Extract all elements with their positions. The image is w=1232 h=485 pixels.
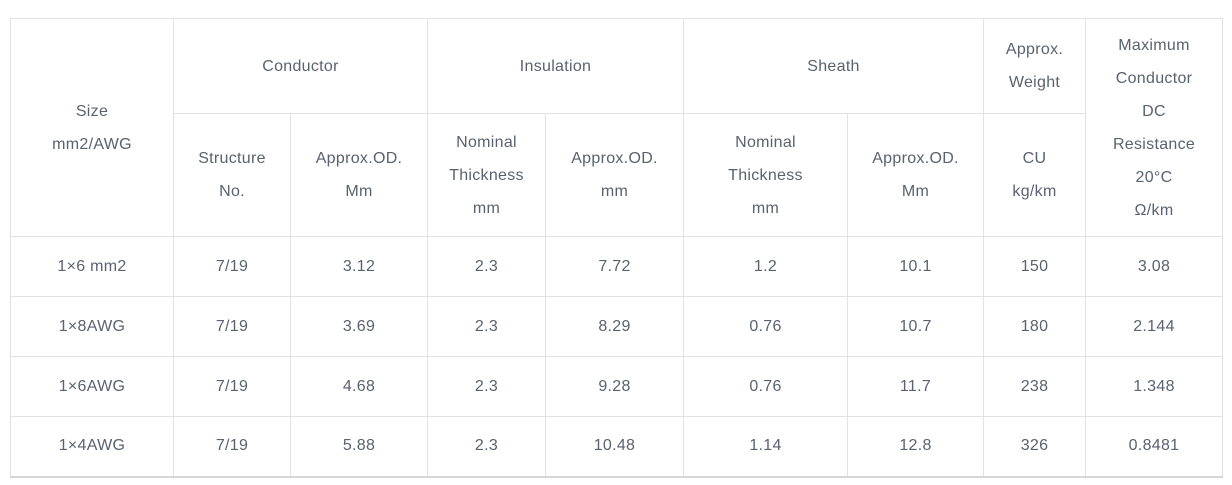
cell-sheath-od: 11.7 (846, 356, 985, 417)
header-sheath-thickness: Nominal Thickness mm (683, 113, 848, 237)
cell-dc-resistance: 2.144 (1085, 296, 1224, 357)
cell-insulation-od: 10.48 (545, 416, 684, 478)
cell-structure-no: 7/19 (173, 236, 291, 297)
header-cu-weight: CU kg/km (983, 113, 1087, 237)
cell-sheath-od: 10.1 (846, 236, 985, 297)
cell-sheath-thickness: 1.2 (683, 236, 848, 297)
cell-structure-no: 7/19 (173, 356, 291, 417)
header-approx-weight: Approx. Weight (983, 18, 1087, 114)
cell-cu-weight: 180 (983, 296, 1087, 357)
header-insulation-thickness: Nominal Thickness mm (427, 113, 546, 237)
cell-insulation-thickness: 2.3 (427, 296, 546, 357)
cell-dc-resistance: 1.348 (1085, 356, 1224, 417)
cell-cu-weight: 326 (983, 416, 1087, 478)
cell-dc-resistance: 0.8481 (1085, 416, 1224, 478)
header-conductor-group: Conductor (173, 18, 428, 114)
cell-insulation-od: 7.72 (545, 236, 684, 297)
cell-sheath-od: 10.7 (846, 296, 985, 357)
cell-conductor-od: 3.12 (290, 236, 428, 297)
table-body: 1×6 mm2 7/19 3.12 2.3 7.72 1.2 10.1 150 … (10, 236, 1224, 478)
cell-insulation-thickness: 2.3 (427, 236, 546, 297)
table-row: 1×6AWG 7/19 4.68 2.3 9.28 0.76 11.7 238 … (10, 356, 1224, 417)
cell-structure-no: 7/19 (173, 296, 291, 357)
cell-insulation-thickness: 2.3 (427, 356, 546, 417)
table-row: 1×6 mm2 7/19 3.12 2.3 7.72 1.2 10.1 150 … (10, 236, 1224, 297)
cell-cu-weight: 238 (983, 356, 1087, 417)
header-insulation-od: Approx.OD. mm (545, 113, 684, 237)
cell-dc-resistance: 3.08 (1085, 236, 1224, 297)
cell-sheath-thickness: 1.14 (683, 416, 848, 478)
cell-structure-no: 7/19 (173, 416, 291, 478)
header-structure-no: Structure No. (173, 113, 291, 237)
table-row: 1×8AWG 7/19 3.69 2.3 8.29 0.76 10.7 180 … (10, 296, 1224, 357)
cell-cu-weight: 150 (983, 236, 1087, 297)
cell-sheath-od: 12.8 (846, 416, 985, 478)
table-row: 1×4AWG 7/19 5.88 2.3 10.48 1.14 12.8 326… (10, 416, 1224, 478)
cell-size: 1×8AWG (10, 296, 174, 357)
cell-insulation-od: 8.29 (545, 296, 684, 357)
header-sub-row: Structure No. Approx.OD. Mm Nominal Thic… (11, 113, 1223, 237)
header-group-row: Size mm2/AWG Conductor Insulation Sheath… (10, 18, 1224, 237)
header-insulation-group: Insulation (427, 18, 684, 114)
header-sheath-group: Sheath (682, 18, 985, 114)
header-conductor-od: Approx.OD. Mm (290, 113, 428, 237)
table-header: Size mm2/AWG Conductor Insulation Sheath… (10, 18, 1224, 237)
cell-conductor-od: 5.88 (290, 416, 428, 478)
cell-conductor-od: 4.68 (290, 356, 428, 417)
cell-sheath-thickness: 0.76 (683, 356, 848, 417)
cell-size: 1×4AWG (10, 416, 174, 478)
cell-sheath-thickness: 0.76 (683, 296, 848, 357)
header-max-dc-resistance: Maximum Conductor DC Resistance 20°C Ω/k… (1085, 18, 1224, 237)
header-size: Size mm2/AWG (10, 18, 174, 237)
cable-spec-table: Size mm2/AWG Conductor Insulation Sheath… (10, 18, 1224, 478)
cell-insulation-od: 9.28 (545, 356, 684, 417)
cell-conductor-od: 3.69 (290, 296, 428, 357)
header-sheath-od: Approx.OD. Mm (846, 113, 985, 237)
cell-size: 1×6 mm2 (10, 236, 174, 297)
cell-size: 1×6AWG (10, 356, 174, 417)
cell-insulation-thickness: 2.3 (427, 416, 546, 478)
